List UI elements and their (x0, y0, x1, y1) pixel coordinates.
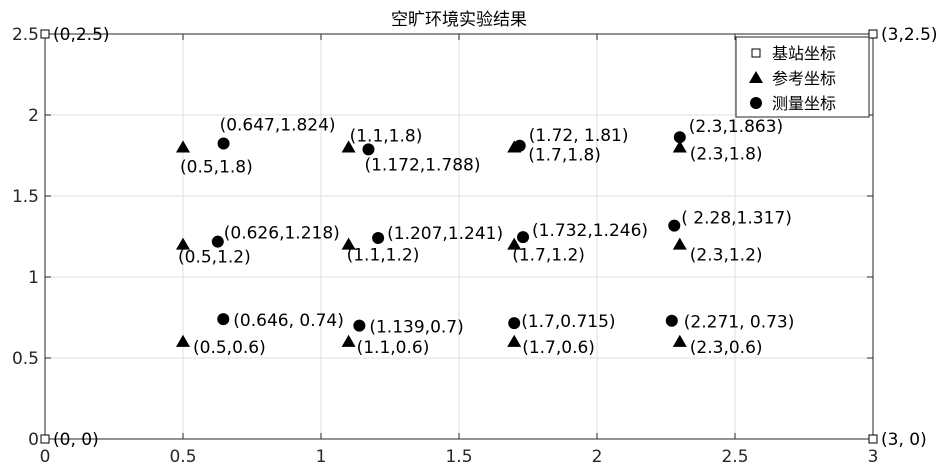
triangle-marker (341, 140, 356, 153)
x-tick-label: 1 (316, 447, 327, 467)
legend-square-marker (751, 48, 761, 58)
circle-marker (508, 317, 521, 330)
circle-marker (517, 231, 530, 244)
y-tick-label: 1.5 (12, 187, 39, 207)
triangle-marker (672, 334, 687, 347)
axes: 0 0.5 1 1.5 2 2.5 3 0 0.5 1 1.5 2 2.5 (12, 25, 878, 467)
point-annotation: (1.1,1.2) (347, 246, 420, 266)
point-annotation: (1.72, 1.81) (529, 126, 629, 146)
series-circle: (0.647,1.824) (1.172,1.788) (1.72, 1.81) (2… (211, 116, 795, 338)
point-annotation: (0.5,1.8) (180, 157, 253, 177)
point-annotation: (1.172,1.788) (364, 155, 480, 175)
point-annotation: (1.139,0.7) (369, 318, 463, 338)
point-annotation: (0.647,1.824) (220, 116, 336, 136)
circle-marker (362, 143, 375, 156)
triangle-marker (672, 237, 687, 250)
legend-triangle-marker (749, 71, 763, 84)
triangle-marker (176, 140, 190, 153)
triangle-marker (672, 140, 687, 153)
square-marker (40, 29, 50, 39)
legend-entry: 测量坐标 (772, 94, 836, 113)
x-tick-label: 0.5 (169, 447, 196, 467)
point-annotation: (1.732,1.246) (532, 221, 648, 241)
triangle-marker (176, 334, 190, 347)
triangle-marker (507, 334, 522, 347)
circle-marker (372, 231, 385, 244)
point-annotation: (0, 0) (53, 430, 99, 450)
x-tick-label: 2.5 (721, 447, 748, 467)
point-annotation: ( 2.28,1.317) (681, 209, 792, 229)
y-tick-label: 1 (28, 268, 39, 288)
point-annotation: (0.646, 0.74) (233, 311, 344, 331)
series-square: (0, 0) (0,2.5) (3,2.5) (3, 0) (40, 25, 938, 450)
y-tick-label: 2.5 (12, 25, 39, 45)
point-annotation: (0.5,1.2) (178, 248, 251, 268)
point-annotation: (1.7,1.8) (528, 145, 601, 165)
circle-marker (513, 139, 526, 152)
point-annotation: (2.3,1.863) (689, 117, 783, 137)
point-annotation: (2.3,0.6) (690, 338, 763, 358)
legend-circle-marker (750, 97, 762, 109)
point-annotation: (1.207,1.241) (387, 224, 503, 244)
circle-marker (673, 131, 686, 144)
square-marker (868, 434, 878, 444)
x-tick-label: 0 (40, 447, 51, 467)
x-tick-label: 2 (592, 447, 603, 467)
y-tick-label: 0.5 (12, 349, 39, 369)
point-annotation: (1.1,0.6) (357, 338, 430, 358)
y-tick-label: 2 (28, 106, 39, 126)
point-annotation: (2.271, 0.73) (684, 313, 795, 333)
square-marker (40, 434, 50, 444)
legend-entry: 参考坐标 (772, 69, 836, 88)
y-tick-label: 0 (28, 430, 39, 450)
x-tick-label: 3 (868, 447, 879, 467)
point-annotation: (3,2.5) (881, 25, 938, 45)
square-marker (868, 29, 878, 39)
triangle-marker (341, 237, 356, 250)
x-tick-label: 1.5 (445, 447, 472, 467)
point-annotation: (0,2.5) (53, 25, 110, 45)
triangle-marker (507, 237, 522, 250)
point-annotation: (2.3,1.2) (690, 246, 763, 266)
point-annotation: (0.5,0.6) (193, 338, 266, 358)
point-annotation: (1.7,1.2) (512, 246, 585, 266)
point-annotation: (1.7,0.6) (522, 338, 595, 358)
triangle-marker (341, 334, 356, 347)
circle-marker (211, 235, 224, 248)
point-annotation: (2.3,1.8) (690, 144, 763, 164)
circle-marker (217, 313, 230, 326)
legend-entry: 基站坐标 (772, 44, 836, 63)
point-annotation: (1.1,1.8) (350, 126, 423, 146)
circle-marker (668, 219, 681, 232)
circle-marker (665, 314, 678, 327)
point-annotation: (0.626,1.218) (224, 224, 340, 244)
circle-marker (217, 137, 230, 150)
data-marks: (0, 0) (0,2.5) (3,2.5) (3, 0) (0.5,1.8) (1.1,… (40, 25, 938, 450)
triangle-marker (176, 237, 190, 250)
circle-marker (353, 319, 366, 332)
point-annotation: (3, 0) (881, 430, 927, 450)
chart-title: 空旷环境实验结果 (391, 10, 527, 30)
point-annotation: (1.7,0.715) (521, 312, 615, 332)
